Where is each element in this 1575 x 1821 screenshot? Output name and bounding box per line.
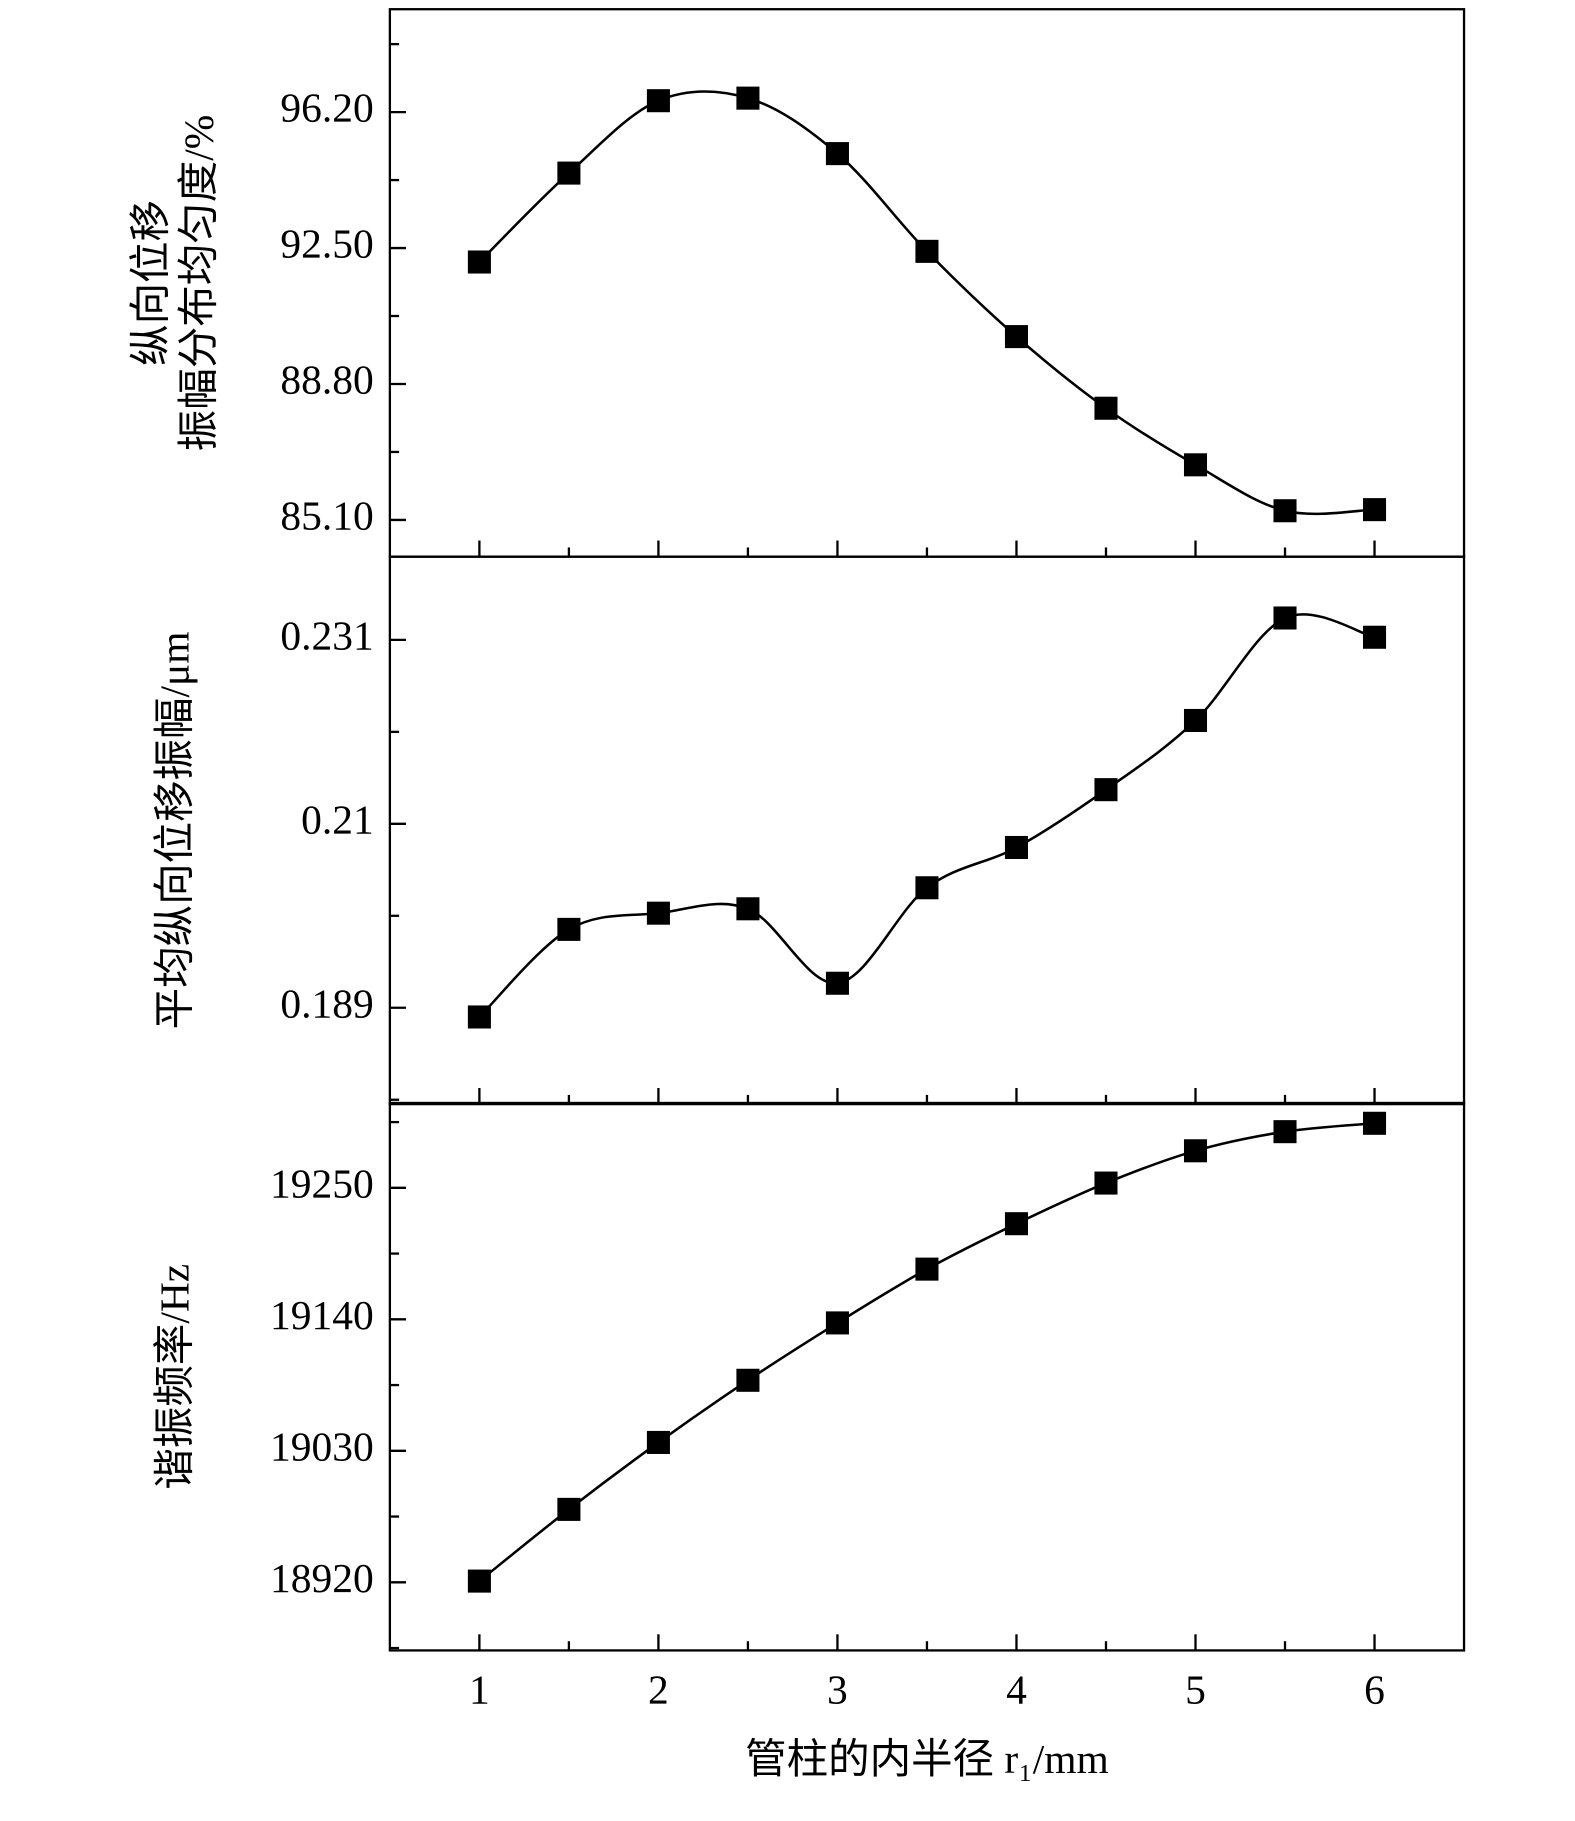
- line: [478, 90, 1375, 516]
- marker: [915, 239, 939, 263]
- marker: [825, 971, 849, 995]
- x-axis-label: 管柱的内半径 r₁/mm: [745, 1736, 1109, 1782]
- marker: [1183, 453, 1208, 477]
- y-tick-label: 19140: [270, 1292, 374, 1338]
- marker: [1273, 1120, 1297, 1144]
- y-tick-label: 0.189: [280, 980, 373, 1026]
- x-tick-label: 2: [648, 1667, 669, 1713]
- marker: [825, 142, 849, 166]
- plot-frame: [388, 555, 1466, 1106]
- marker: [736, 897, 760, 921]
- y-tick-label: 18920: [270, 1555, 374, 1601]
- y-tick-label: 85.10: [280, 492, 373, 538]
- y-tick-label: 0.21: [301, 796, 374, 842]
- marker: [1362, 1111, 1387, 1135]
- marker: [467, 1569, 491, 1593]
- line: [478, 1122, 1375, 1583]
- marker: [1004, 325, 1028, 349]
- plot-frame: [388, 8, 1466, 558]
- marker: [1004, 1212, 1028, 1236]
- marker: [736, 86, 760, 110]
- marker: [1273, 606, 1297, 630]
- x-tick-label: 1: [469, 1667, 490, 1713]
- y-tick-label: 0.231: [280, 612, 373, 658]
- line: [478, 613, 1375, 1018]
- x-tick-label: 4: [1006, 1667, 1027, 1713]
- marker: [915, 876, 939, 900]
- marker: [1183, 708, 1208, 732]
- marker: [646, 1430, 670, 1454]
- y-tick-label: 19030: [270, 1423, 374, 1469]
- y-axis-label: 谐振频率/Hz: [151, 1264, 197, 1490]
- marker: [557, 161, 581, 185]
- marker: [646, 901, 670, 925]
- marker: [736, 1368, 760, 1392]
- y-tick-label: 92.50: [280, 221, 373, 267]
- marker: [1094, 396, 1118, 420]
- marker: [646, 89, 670, 113]
- marker: [467, 1005, 491, 1029]
- marker: [915, 1257, 939, 1281]
- y-tick-label: 96.20: [280, 85, 373, 131]
- marker: [1362, 498, 1387, 522]
- x-tick-label: 5: [1185, 1667, 1206, 1713]
- x-tick-label: 3: [827, 1667, 848, 1713]
- x-tick-label: 6: [1364, 1667, 1385, 1713]
- marker: [1362, 625, 1387, 649]
- plot-frame: [388, 1101, 1466, 1652]
- marker: [825, 1311, 849, 1335]
- marker: [1094, 778, 1118, 802]
- marker: [1183, 1139, 1208, 1163]
- marker: [557, 1497, 581, 1521]
- y-axis-label: 振幅分布均匀度/%: [176, 115, 222, 451]
- y-axis-label: 平均纵向位移振幅/μm: [151, 631, 197, 1029]
- marker: [1094, 1171, 1118, 1195]
- marker: [1004, 835, 1028, 860]
- marker: [1273, 499, 1297, 523]
- marker: [557, 917, 581, 941]
- y-tick-label: 19250: [270, 1160, 374, 1206]
- y-axis-label: 纵向位移: [127, 200, 173, 366]
- marker: [467, 250, 491, 274]
- y-tick-label: 88.80: [280, 357, 373, 403]
